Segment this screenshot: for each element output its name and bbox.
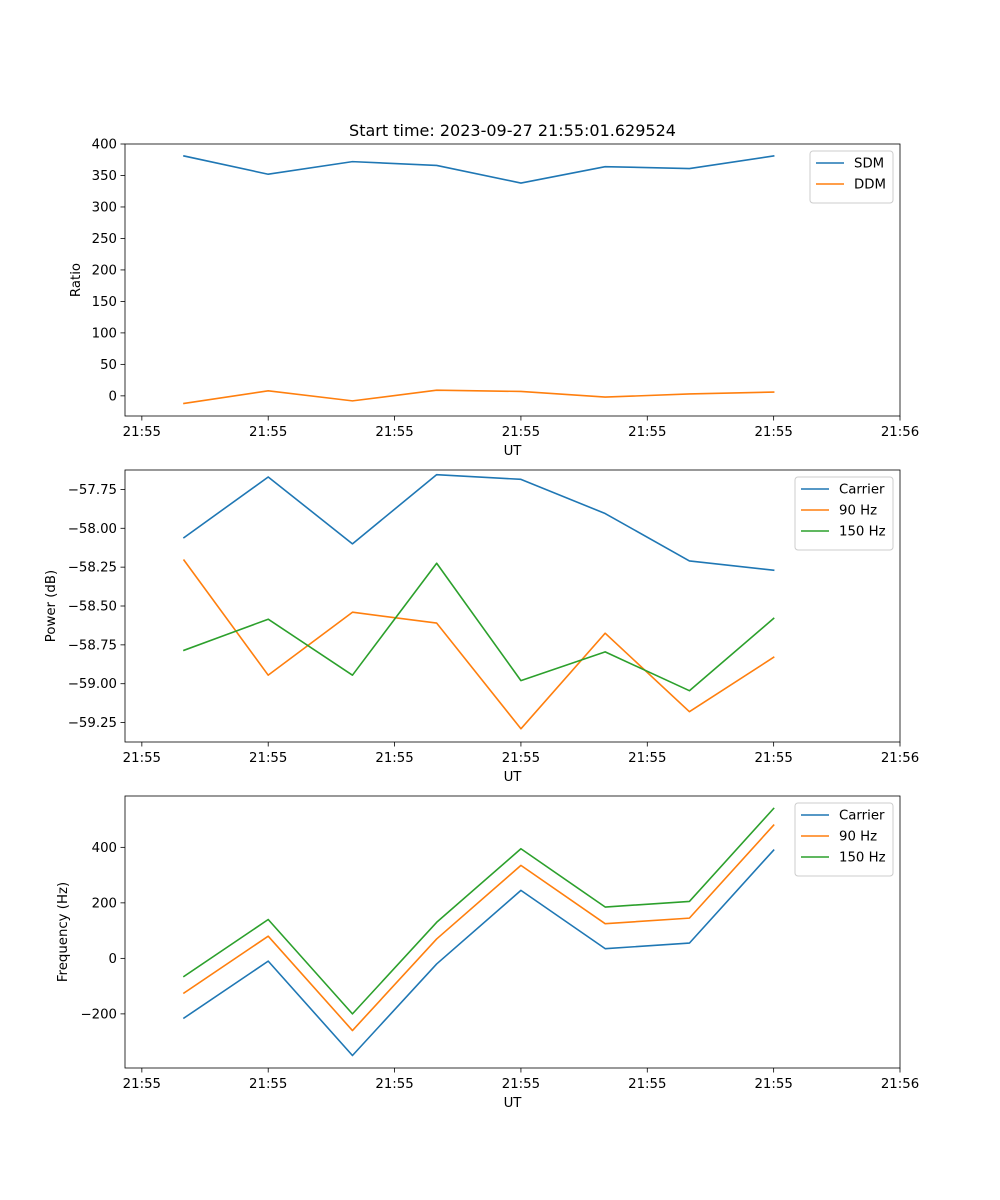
legend-label: 90 Hz: [839, 504, 877, 519]
x-tick-label: 21:55: [754, 425, 792, 440]
figure-title: Start time: 2023-09-27 21:55:01.629524: [349, 121, 676, 140]
x-tick-label: 21:55: [502, 1077, 540, 1092]
x-tick-label: 21:55: [375, 751, 413, 766]
legend: SDM DDM: [809, 150, 894, 204]
legend-label: 90 Hz: [839, 830, 877, 845]
series-line-90-hz: [182, 824, 775, 1032]
legend-label: 150 Hz: [839, 851, 886, 866]
y-tick-label: −200: [80, 1007, 117, 1022]
y-tick-label: −59.00: [68, 677, 117, 692]
plot-frame: [124, 795, 901, 1069]
y-tick-label: 50: [100, 358, 117, 373]
legend-box: [809, 150, 894, 204]
series-line-150-hz: [182, 807, 775, 1015]
series-line-150-hz: [182, 562, 775, 692]
x-axis-label: UT: [504, 1096, 523, 1111]
series-line-90-hz: [182, 559, 775, 730]
y-tick-label: 200: [92, 896, 117, 911]
x-tick-label: 21:55: [249, 425, 287, 440]
plot-frame: [124, 143, 901, 417]
legend: Carrier 90 Hz 150 Hz: [794, 476, 894, 551]
legend-label: DDM: [854, 178, 886, 193]
subplot-1: 21:55 21:55 21:55 21:55 21:55 21:55 21:56 0 50 10…: [69, 138, 919, 460]
legend-label: 150 Hz: [839, 525, 886, 540]
y-tick-label: −58.75: [68, 638, 117, 653]
series-line-ddm: [183, 389, 775, 405]
legend: Carrier 90 Hz 150 Hz: [794, 802, 894, 877]
y-tick-label: 0: [109, 952, 117, 967]
y-tick-label: 250: [92, 232, 117, 247]
y-tick-label: −58.00: [68, 522, 117, 537]
y-tick-label: 0: [109, 389, 117, 404]
legend-label: SDM: [854, 157, 884, 172]
y-tick-label: 300: [92, 200, 117, 215]
x-tick-label: 21:55: [123, 425, 161, 440]
x-tick-label: 21:55: [628, 1077, 666, 1092]
x-tick-label: 21:55: [375, 425, 413, 440]
y-axis-label: Ratio: [69, 263, 84, 297]
x-tick-label: 21:56: [881, 751, 919, 766]
y-tick-label: 100: [92, 326, 117, 341]
y-tick-label: 400: [92, 841, 117, 856]
x-tick-label: 21:56: [881, 1077, 919, 1092]
legend-label: Carrier: [839, 483, 885, 498]
y-tick-label: −58.25: [68, 561, 117, 576]
y-tick-label: 400: [92, 138, 117, 153]
x-tick-label: 21:55: [375, 1077, 413, 1092]
series-line-carrier: [182, 473, 775, 572]
y-tick-label: 350: [92, 169, 117, 184]
series-line-carrier: [182, 848, 775, 1057]
x-tick-label: 21:55: [628, 751, 666, 766]
y-axis-label: Frequency (Hz): [56, 882, 71, 982]
x-tick-label: 21:55: [628, 425, 666, 440]
x-tick-label: 21:55: [249, 1077, 287, 1092]
x-tick-label: 21:55: [123, 1077, 161, 1092]
y-tick-label: 200: [92, 263, 117, 278]
y-axis-label: Power (dB): [44, 570, 59, 642]
y-tick-label: −59.25: [68, 716, 117, 731]
series-line-sdm: [183, 155, 775, 184]
x-tick-label: 21:55: [754, 751, 792, 766]
x-tick-label: 21:55: [502, 425, 540, 440]
x-axis-label: UT: [504, 444, 523, 459]
x-axis-label: UT: [504, 770, 523, 785]
y-tick-label: 150: [92, 295, 117, 310]
legend-label: Carrier: [839, 809, 885, 824]
x-tick-label: 21:55: [754, 1077, 792, 1092]
x-tick-label: 21:56: [881, 425, 919, 440]
y-tick-label: −58.50: [68, 600, 117, 615]
subplot-3: 21:55 21:55 21:55 21:55 21:55 21:55 21:56 −200 0…: [56, 795, 919, 1111]
x-tick-label: 21:55: [502, 751, 540, 766]
x-tick-label: 21:55: [123, 751, 161, 766]
x-tick-label: 21:55: [249, 751, 287, 766]
subplot-2: 21:55 21:55 21:55 21:55 21:55 21:55 21:56 −59.2…: [44, 469, 919, 785]
y-tick-label: −57.75: [68, 483, 117, 498]
